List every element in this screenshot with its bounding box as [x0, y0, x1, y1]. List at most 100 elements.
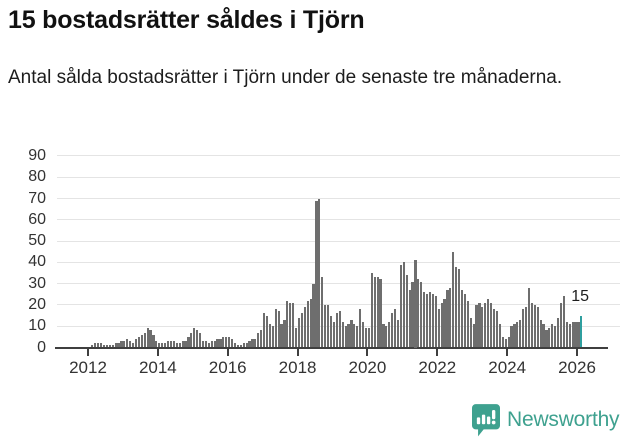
bar — [446, 290, 449, 348]
y-axis-tick-label: 0 — [37, 338, 46, 356]
bar — [393, 309, 397, 348]
x-axis-tick-label: 2014 — [138, 358, 177, 377]
gridline — [57, 155, 620, 157]
bar — [370, 273, 373, 348]
bar — [426, 294, 429, 348]
bar — [137, 336, 141, 348]
bar — [379, 279, 382, 348]
bar — [443, 298, 446, 348]
y-axis-tick-label: 40 — [28, 253, 46, 271]
bar — [332, 321, 336, 348]
bar — [161, 343, 164, 348]
bar — [271, 326, 274, 348]
bar — [280, 324, 283, 348]
bar — [420, 281, 423, 348]
bar — [225, 336, 228, 348]
bar — [201, 341, 205, 348]
bar — [309, 298, 312, 348]
bar — [108, 345, 111, 348]
bar — [522, 309, 525, 348]
bar — [263, 313, 266, 348]
bar — [516, 321, 519, 348]
bar — [341, 321, 344, 348]
x-axis-tick — [156, 349, 159, 356]
bar — [178, 343, 181, 348]
bar — [184, 341, 187, 348]
gridline — [57, 176, 620, 178]
brand-name: Newsworthy — [507, 408, 620, 431]
y-axis-tick-label: 70 — [28, 189, 46, 207]
bar — [405, 275, 408, 348]
bar — [335, 313, 338, 348]
bar — [437, 309, 440, 348]
bar — [356, 326, 359, 348]
x-axis-tick — [506, 349, 509, 356]
bar — [300, 313, 304, 348]
bar — [169, 341, 173, 348]
bar — [559, 302, 563, 348]
bar — [126, 338, 129, 348]
bar — [533, 304, 536, 348]
gridline — [57, 240, 620, 242]
bar — [187, 336, 190, 348]
bar — [149, 330, 152, 348]
bar — [481, 307, 484, 348]
bar — [222, 336, 225, 348]
bar — [507, 336, 510, 348]
bar — [257, 332, 260, 348]
bar — [123, 341, 126, 348]
bar — [388, 321, 391, 348]
bar — [129, 341, 132, 348]
bar — [455, 266, 458, 348]
bar — [277, 311, 280, 348]
bar — [230, 338, 234, 348]
bar — [338, 311, 341, 348]
bar — [411, 281, 414, 348]
gridline — [57, 304, 620, 306]
bar — [111, 345, 114, 348]
bar — [239, 345, 242, 348]
bar — [501, 336, 504, 348]
y-axis-tick-label: 30 — [28, 274, 46, 292]
bar — [399, 264, 402, 348]
bar — [539, 319, 542, 348]
gridline — [57, 198, 620, 200]
bar — [350, 319, 353, 348]
y-axis-tick-label: 90 — [28, 146, 46, 164]
bar — [414, 260, 417, 348]
x-axis-tick-label: 2016 — [208, 358, 247, 377]
x-axis-line — [55, 347, 608, 350]
bar — [408, 290, 411, 348]
bar — [347, 324, 350, 348]
bar — [344, 326, 347, 348]
gridline — [57, 325, 620, 327]
bar — [440, 302, 443, 348]
bar — [210, 341, 213, 348]
bar — [105, 345, 108, 348]
bar — [577, 321, 580, 348]
bar — [152, 334, 155, 348]
bar — [99, 343, 103, 348]
bar — [545, 330, 548, 348]
bar — [318, 198, 321, 348]
bar — [265, 315, 269, 348]
bar — [260, 330, 263, 348]
bar — [475, 304, 478, 348]
bar — [172, 341, 175, 348]
newsworthy-logo[interactable]: Newsworthy — [472, 402, 620, 438]
x-axis-tick — [296, 349, 299, 356]
bar — [204, 341, 207, 348]
bar — [295, 328, 298, 348]
highlighted-bar — [580, 315, 583, 348]
bar — [487, 298, 490, 348]
bar — [536, 307, 539, 348]
bar — [385, 326, 388, 348]
bar — [565, 321, 568, 348]
bar — [551, 324, 554, 348]
bar — [495, 311, 499, 348]
x-axis-tick-label: 2024 — [488, 358, 527, 377]
bar — [190, 332, 193, 348]
bar — [219, 338, 222, 348]
bar — [542, 324, 545, 348]
